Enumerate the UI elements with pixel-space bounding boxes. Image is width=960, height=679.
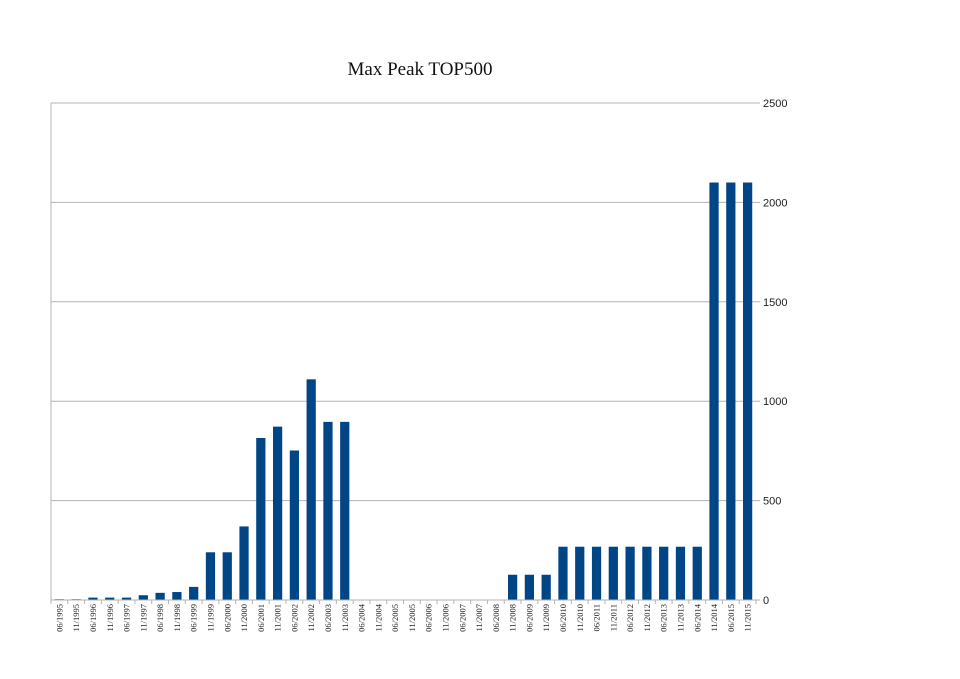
x-tick-label: 06/2004 [357, 603, 367, 632]
bar [709, 182, 719, 600]
bar [172, 592, 182, 600]
bar [726, 182, 736, 600]
bar [507, 574, 518, 600]
x-tick-label: 06/2009 [524, 604, 534, 632]
x-tick-label: 06/1996 [88, 604, 98, 632]
x-tick-label: 11/2001 [273, 604, 283, 632]
x-tick-label: 11/2008 [508, 604, 518, 632]
x-tick-label: 06/2010 [558, 604, 568, 632]
x-tick-label: 06/2015 [726, 604, 736, 632]
y-tick-label: 2500 [763, 98, 787, 110]
bar [121, 597, 132, 600]
chart-title: Max Peak TOP500 [348, 59, 493, 80]
bar [222, 552, 232, 600]
y-tick-label: 1500 [763, 297, 787, 309]
bar-series [54, 182, 753, 600]
x-tick-label: 06/2000 [222, 604, 232, 632]
bar [105, 597, 115, 600]
x-tick-label: 06/2008 [491, 604, 501, 632]
x-tick-label: 11/2005 [407, 604, 417, 632]
x-tick-label: 11/2003 [340, 604, 350, 632]
y-axis-ticks: 0 500 1000 1500 2000 2500 [756, 98, 787, 607]
x-tick-label: 06/2007 [457, 604, 467, 632]
x-tick-label: 06/1998 [155, 604, 165, 632]
y-tick-label: 2000 [763, 197, 787, 209]
bar [675, 546, 686, 600]
gridlines [51, 102, 756, 601]
bar [306, 379, 316, 600]
bar [642, 546, 652, 600]
x-tick-label: 11/1996 [105, 604, 115, 632]
bar [575, 546, 585, 600]
bar [541, 574, 551, 600]
x-tick-label: 11/2006 [440, 604, 450, 632]
x-tick-label: 11/2011 [608, 604, 618, 631]
x-tick-label: 11/2007 [474, 604, 484, 632]
bar [591, 546, 602, 600]
x-tick-label: 11/2010 [575, 604, 585, 632]
bar [625, 546, 635, 600]
bar [189, 586, 199, 600]
x-tick-label: 06/2005 [390, 604, 400, 632]
x-axis-ticks: 06/1995 11/1995 06/1996 11/1996 06/1997 11/19… [50, 600, 757, 632]
bar [323, 421, 333, 600]
x-tick-label: 11/2000 [239, 604, 249, 632]
bar [524, 574, 535, 600]
bar [88, 597, 98, 600]
bar [659, 546, 669, 600]
x-tick-label: 11/2015 [743, 604, 753, 632]
x-tick-label: 11/2004 [373, 603, 383, 631]
bar [256, 437, 266, 600]
x-tick-label: 11/2014 [709, 603, 719, 631]
y-tick-label: 0 [763, 595, 769, 607]
bar [239, 526, 249, 600]
bar [558, 546, 568, 600]
x-tick-label: 06/2011 [592, 604, 602, 632]
x-tick-label: 06/2012 [625, 604, 635, 632]
x-tick-label: 06/2006 [424, 604, 434, 632]
bar [608, 546, 618, 600]
x-tick-label: 11/2012 [642, 604, 652, 632]
x-tick-label: 06/1997 [122, 604, 132, 632]
x-tick-label: 11/1997 [138, 604, 148, 632]
x-tick-label: 06/1999 [189, 604, 199, 632]
bar [138, 595, 148, 600]
x-tick-label: 06/2002 [289, 604, 299, 632]
bar [205, 552, 216, 600]
x-tick-label: 11/2002 [306, 604, 316, 632]
bar [340, 421, 350, 600]
bar [692, 546, 702, 600]
x-tick-label: 06/2001 [256, 604, 266, 632]
x-tick-label: 06/2003 [323, 604, 333, 632]
x-tick-label: 11/1995 [71, 604, 81, 632]
x-tick-label: 06/1995 [54, 604, 64, 632]
y-tick-label: 1000 [763, 396, 787, 408]
bar [272, 426, 283, 600]
x-tick-label: 11/2009 [541, 604, 551, 632]
y-tick-label: 500 [763, 496, 781, 508]
bar [742, 182, 753, 600]
x-tick-label: 11/1999 [205, 604, 215, 632]
x-tick-label: 06/2013 [659, 604, 669, 632]
bar [289, 450, 300, 600]
x-tick-label: 11/2013 [675, 604, 685, 632]
x-tick-label: 06/2014 [692, 603, 702, 632]
x-tick-label: 11/1998 [172, 604, 182, 632]
bar [155, 592, 165, 600]
